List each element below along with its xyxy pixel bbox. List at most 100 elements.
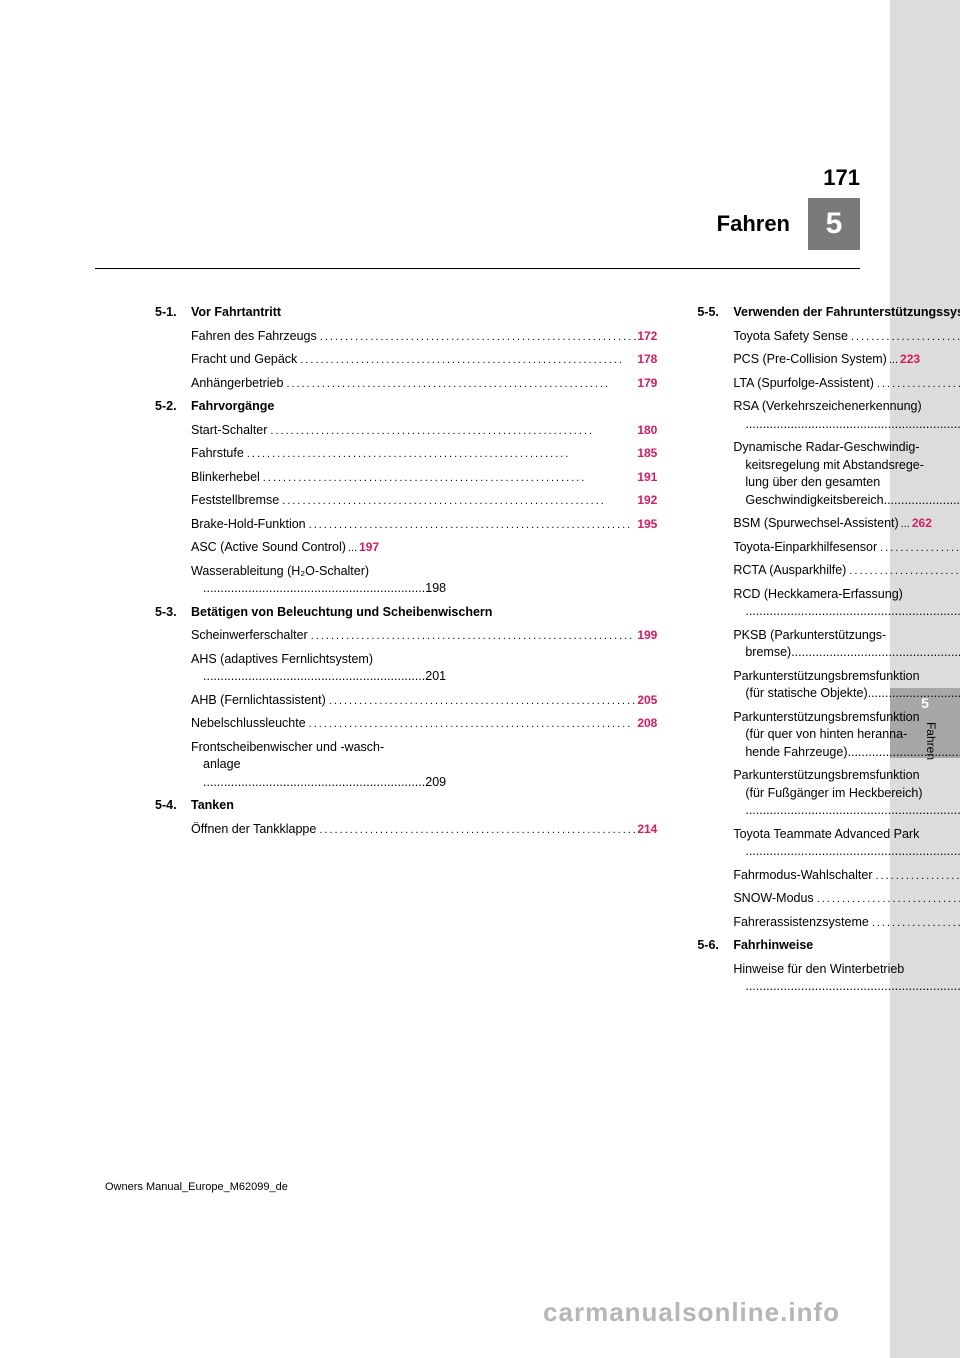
toc-entry-label: Scheinwerferschalter	[191, 627, 308, 645]
toc-entry-label: lung über den gesamten	[745, 474, 960, 492]
leader-dots: ........................................…	[848, 330, 960, 345]
leader-dots: ........................................…	[869, 916, 960, 931]
toc-entry: Wasserableitung (H₂O-Schalter)..........…	[191, 563, 657, 598]
toc-entry: BSM (Spurwechsel-Assistent)...262	[733, 515, 960, 533]
toc-page-ref: 198	[425, 580, 446, 598]
toc-entry-label: Toyota Teammate Advanced Park	[733, 826, 960, 844]
toc-entry: Dynamische Radar-Geschwindig-keitsregelu…	[733, 439, 960, 509]
toc-page-ref: 201	[425, 668, 446, 686]
toc-entry-label: Fahrerassistenzsysteme	[733, 914, 868, 932]
toc-left-column: 5-1.Vor Fahrtantritt Fahren des Fahrzeugs…	[155, 300, 657, 1002]
toc-entry-label: LTA (Spurfolge-Assistent)	[733, 375, 874, 393]
toc-entry-label: AHS (adaptives Fernlichtsystem)	[191, 651, 657, 669]
toc-section-title: Betätigen von Beleuchtung und Scheibenwi…	[191, 604, 657, 622]
toc-entry-label: Toyota-Einparkhilfesensor	[733, 539, 877, 557]
toc-entry-label: BSM (Spurwechsel-Assistent)	[733, 515, 898, 533]
toc-entry-label: Fahrmodus-Wahlschalter	[733, 867, 872, 885]
leader-dots: ........................................…	[279, 494, 637, 509]
toc-entry: LTA (Spurfolge-Assistent)...............…	[733, 375, 960, 393]
toc-entry: Scheinwerferschalter....................…	[191, 627, 657, 645]
toc-entry: Toyota Teammate Advanced Park...........…	[733, 826, 960, 861]
toc-entry-label: (für quer von hinten heranna-	[745, 726, 960, 744]
toc-entry: Anhängerbetrieb.........................…	[191, 375, 657, 393]
toc-section-header: 5-5.Verwenden der Fahrunterstützungssyst…	[697, 304, 960, 322]
toc-entry: Parkunterstützungsbremsfunktion(für Fußg…	[733, 767, 960, 820]
toc-entry-label: Feststellbremse	[191, 492, 279, 510]
toc-entry: PCS (Pre-Collision System)...223	[733, 351, 960, 369]
toc-entry-label: RCTA (Ausparkhilfe)	[733, 562, 846, 580]
toc-page-ref: 205	[637, 692, 657, 709]
leader-dots: ........................................…	[877, 541, 960, 556]
toc-entry-label: Brake-Hold-Funktion	[191, 516, 306, 534]
toc-entry: SNOW-Modus..............................…	[733, 890, 960, 908]
toc-entry: Fahrmodus-Wahlschalter..................…	[733, 867, 960, 885]
toc-section-number: 5-5.	[697, 304, 733, 322]
toc-entry-label: Nebelschlussleuchte	[191, 715, 306, 733]
toc-entry: Fahren des Fahrzeugs....................…	[191, 328, 657, 346]
toc-entry: Blinkerhebel............................…	[191, 469, 657, 487]
toc-page-ref: 185	[637, 445, 657, 462]
table-of-contents: 5-1.Vor Fahrtantritt Fahren des Fahrzeugs…	[155, 300, 855, 1002]
toc-entry-label: AHB (Fernlichtassistent)	[191, 692, 326, 710]
toc-right-column: 5-5.Verwenden der Fahrunterstützungssyst…	[697, 300, 960, 1002]
toc-page-ref: 191	[637, 469, 657, 486]
toc-entry-label: keitsregelung mit Abstandsrege-	[745, 457, 960, 475]
toc-entry: AHB (Fernlichtassistent)................…	[191, 692, 657, 710]
toc-section-number: 5-1.	[155, 304, 191, 322]
toc-entry: Parkunterstützungsbremsfunktion(für quer…	[733, 709, 960, 762]
toc-entry: Parkunterstützungsbremsfunktion(für stat…	[733, 668, 960, 703]
toc-entry: RCD (Heckkamera-Erfassung)..............…	[733, 586, 960, 621]
toc-entry: Brake-Hold-Funktion.....................…	[191, 516, 657, 534]
toc-page-ref: 172	[637, 328, 657, 345]
toc-section-title: Tanken	[191, 797, 657, 815]
toc-page-ref: 262	[912, 515, 932, 532]
leader-dots: ........................................…	[326, 694, 638, 709]
toc-section-number: 5-4.	[155, 797, 191, 815]
toc-section-header: 5-1.Vor Fahrtantritt	[155, 304, 657, 322]
leader-dots: ...	[346, 541, 359, 556]
toc-entry-label: Wasserableitung (H₂O-Schalter)	[191, 563, 657, 581]
leader-dots: ........................................…	[260, 471, 638, 486]
toc-section-title: Vor Fahrtantritt	[191, 304, 657, 322]
toc-page-ref: 223	[900, 351, 920, 368]
footer-text: Owners Manual_Europe_M62099_de	[105, 1181, 288, 1193]
toc-entry: Nebelschlussleuchte.....................…	[191, 715, 657, 733]
leader-dots: ........................................…	[267, 424, 637, 439]
toc-entry-label: PKSB (Parkunterstützungs-	[733, 627, 960, 645]
toc-entry-label: Parkunterstützungsbremsfunktion	[733, 709, 960, 727]
chapter-number-box: 5	[808, 198, 860, 250]
toc-entry-label: Toyota Safety Sense	[733, 328, 848, 346]
toc-entry-label: Geschwindigkeitsbereich	[745, 492, 883, 510]
toc-page-ref: 214	[637, 821, 657, 838]
toc-entry: PKSB (Parkunterstützungs-bremse)........…	[733, 627, 960, 662]
leader-dots: ........................................…	[745, 802, 960, 820]
toc-entry: Öffnen der Tankklappe...................…	[191, 821, 657, 839]
leader-dots: ........................................…	[868, 685, 960, 703]
toc-entry-label: Start-Schalter	[191, 422, 267, 440]
toc-entry-label: (für Fußgänger im Heckbereich)	[745, 785, 960, 803]
toc-entry-label: Dynamische Radar-Geschwindig-	[733, 439, 960, 457]
toc-page-ref: 197	[359, 539, 379, 556]
toc-page-ref: 178	[637, 351, 657, 368]
toc-section-title: Fahrvorgänge	[191, 398, 657, 416]
toc-entry: Start-Schalter..........................…	[191, 422, 657, 440]
toc-entry-label: Fahren des Fahrzeugs	[191, 328, 317, 346]
toc-entry: Fahrstufe...............................…	[191, 445, 657, 463]
toc-entry: Toyota-Einparkhilfesensor...............…	[733, 539, 960, 557]
toc-section-number: 5-6.	[697, 937, 733, 955]
header-rule	[95, 268, 860, 269]
toc-section-number: 5-2.	[155, 398, 191, 416]
toc-entry: Hinweise für den Winterbetrieb..........…	[733, 961, 960, 996]
toc-entry-label: hende Fahrzeuge)	[745, 744, 847, 762]
toc-page-ref: 192	[637, 492, 657, 509]
toc-entry-label: Frontscheibenwischer und -wasch-	[191, 739, 657, 757]
leader-dots: ........................................…	[306, 518, 638, 533]
leader-dots: ........................................…	[745, 978, 960, 996]
toc-entry: ASC (Active Sound Control)...197	[191, 539, 657, 557]
toc-entry-label: RCD (Heckkamera-Erfassung)	[733, 586, 960, 604]
toc-entry-label: ASC (Active Sound Control)	[191, 539, 346, 557]
leader-dots: ........................................…	[317, 330, 638, 345]
toc-section-header: 5-6.Fahrhinweise	[697, 937, 960, 955]
leader-dots: ........................................…	[884, 492, 960, 510]
leader-dots: ........................................…	[203, 580, 425, 598]
